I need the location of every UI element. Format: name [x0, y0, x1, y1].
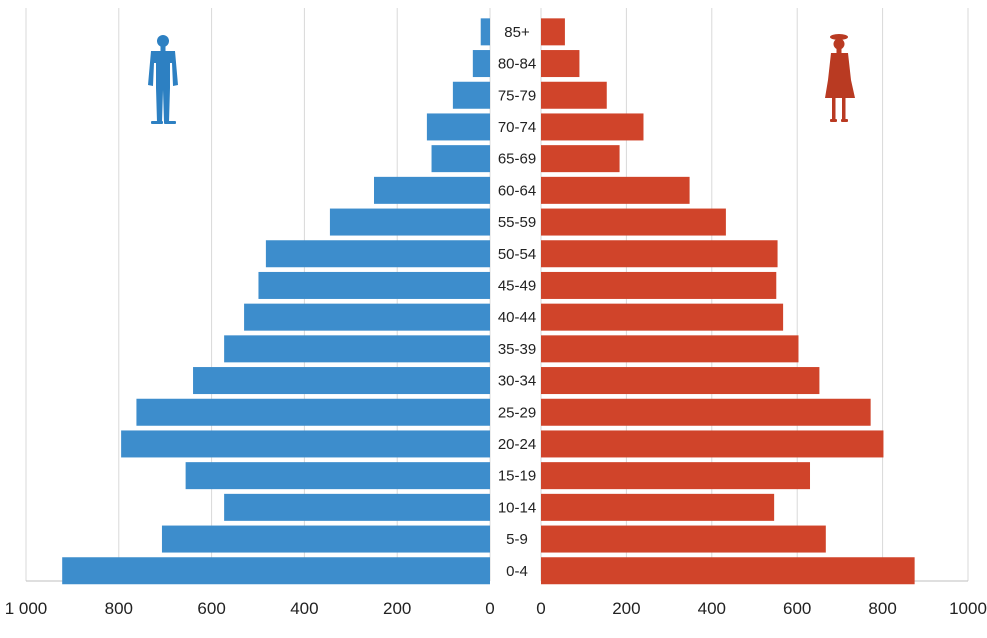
- bar-male: [374, 176, 490, 204]
- bar-male: [265, 240, 490, 268]
- bar-female: [541, 81, 607, 109]
- age-group-label: 55-59: [498, 214, 536, 231]
- age-group-label: 20-24: [498, 436, 536, 453]
- bar-male: [472, 50, 490, 78]
- bar-male: [121, 430, 491, 458]
- tick-label-right: 1000: [949, 599, 987, 618]
- male-bars: [62, 18, 491, 585]
- bar-female: [541, 557, 915, 585]
- axis-tick-labels: 1 000 800 600 400 200 0 0 200 400 600 800 1000: [5, 599, 987, 618]
- bar-female: [541, 525, 826, 553]
- age-group-label: 25-29: [498, 404, 536, 421]
- age-group-label: 75-79: [498, 87, 536, 104]
- bar-female: [541, 430, 884, 458]
- bar-male: [185, 462, 490, 490]
- tick-label-right: 400: [698, 599, 726, 618]
- bar-female: [541, 462, 811, 490]
- bar-male: [244, 303, 490, 331]
- bar-female: [541, 335, 799, 363]
- tick-label-right: 600: [783, 599, 811, 618]
- bar-male: [62, 557, 490, 585]
- bar-male: [224, 493, 491, 521]
- bar-female: [541, 398, 871, 426]
- age-group-labels: 0-4 5-9 10-14 15-19 20-24 25-29 30-34 35-39 40-4…: [498, 24, 536, 580]
- age-group-label: 50-54: [498, 246, 536, 263]
- age-group-label: 45-49: [498, 277, 536, 294]
- man-silhouette-icon: [148, 35, 178, 124]
- bar-female: [541, 176, 690, 204]
- age-group-label: 30-34: [498, 373, 536, 390]
- tick-label-left: 400: [290, 599, 318, 618]
- tick-label-left: 800: [105, 599, 133, 618]
- woman-silhouette-icon: [825, 34, 855, 122]
- bar-male: [426, 113, 490, 141]
- bar-male: [431, 145, 490, 173]
- bar-female: [541, 303, 784, 331]
- bar-female: [541, 113, 644, 141]
- bar-female: [541, 208, 726, 236]
- age-group-label: 35-39: [498, 341, 536, 358]
- age-group-label: 15-19: [498, 468, 536, 485]
- tick-label-left: 200: [383, 599, 411, 618]
- tick-label-right: 800: [868, 599, 896, 618]
- age-group-label: 40-44: [498, 309, 536, 326]
- tick-label-right: 0: [536, 599, 545, 618]
- bar-female: [541, 18, 565, 46]
- bar-male: [161, 525, 490, 553]
- bar-male: [258, 271, 490, 299]
- bar-male: [452, 81, 490, 109]
- age-group-label: 10-14: [498, 499, 536, 516]
- age-group-label: 70-74: [498, 119, 536, 136]
- bar-female: [541, 240, 778, 268]
- tick-label-right: 200: [612, 599, 640, 618]
- age-group-label: 0-4: [506, 563, 528, 580]
- bar-female: [541, 50, 580, 78]
- tick-label-left: 600: [197, 599, 225, 618]
- bar-male: [136, 398, 490, 426]
- age-group-label: 5-9: [506, 531, 528, 548]
- bar-male: [329, 208, 490, 236]
- bar-female: [541, 271, 777, 299]
- age-group-label: 80-84: [498, 56, 536, 73]
- tick-label-left: 0: [485, 599, 494, 618]
- bar-female: [541, 145, 620, 173]
- bar-female: [541, 493, 775, 521]
- age-group-label: 60-64: [498, 182, 536, 199]
- tick-label-left: 1 000: [5, 599, 48, 618]
- bar-male: [193, 367, 491, 395]
- female-bars: [541, 18, 915, 585]
- age-group-label: 85+: [504, 24, 530, 41]
- bar-male: [224, 335, 491, 363]
- bar-male: [480, 18, 490, 46]
- age-group-label: 65-69: [498, 151, 536, 168]
- bar-female: [541, 367, 820, 395]
